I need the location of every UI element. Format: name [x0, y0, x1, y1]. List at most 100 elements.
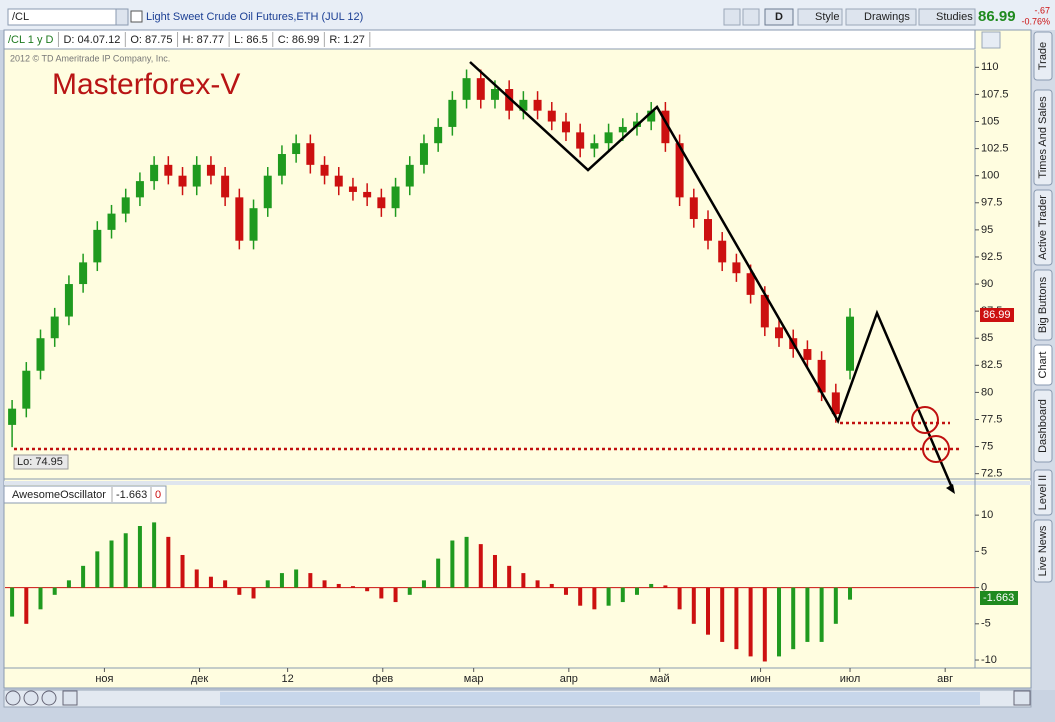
side-tab[interactable]	[1033, 519, 1053, 583]
oscillator-bar	[294, 569, 299, 588]
expand-button[interactable]	[1013, 690, 1031, 706]
oscillator-bar	[478, 544, 483, 588]
candle-body	[462, 78, 471, 100]
candle-body	[689, 197, 698, 220]
candle-body	[135, 181, 144, 198]
candle-body	[746, 273, 755, 295]
button-label[interactable]: Drawings	[864, 11, 910, 23]
y-tick-label: 75	[981, 440, 993, 452]
candle-body	[732, 262, 741, 274]
candle-body	[249, 208, 258, 241]
last-price: 86.99	[978, 8, 1016, 25]
tool-icon[interactable]	[742, 8, 760, 26]
info-cell: D: 04.07.12	[63, 34, 120, 46]
y-tick-label: 5	[981, 545, 987, 557]
oscillator-bar	[123, 533, 128, 588]
side-tab[interactable]	[1033, 469, 1053, 516]
candle-body	[107, 213, 116, 230]
side-tab[interactable]	[1033, 31, 1053, 81]
copyright: 2012 © TD Ameritrade IP Company, Inc.	[10, 53, 170, 63]
candle-body	[277, 154, 286, 176]
side-tab[interactable]	[1033, 389, 1053, 463]
oscillator-bar	[52, 587, 57, 595]
tool-icon[interactable]	[723, 8, 741, 26]
period-label[interactable]: D	[775, 11, 783, 23]
oscillator-bar	[734, 587, 739, 650]
candle-body	[348, 186, 357, 192]
scroll-thumb[interactable]	[220, 692, 980, 705]
oscillator-bar	[535, 580, 540, 588]
value-tag-label: -1.663	[983, 592, 1014, 604]
studies-button[interactable]	[918, 8, 976, 26]
candle-body	[561, 121, 570, 133]
period-button[interactable]	[764, 8, 794, 26]
side-tab-label[interactable]: Active Trader	[1037, 195, 1049, 260]
oscillator-bar	[407, 587, 412, 595]
oscillator-bar	[251, 587, 256, 599]
zoom-out-button[interactable]	[41, 690, 57, 706]
y-tick-label: -5	[981, 618, 991, 630]
oscillator-bar	[450, 540, 455, 588]
info-cell: R: 1.27	[329, 34, 364, 46]
symbol[interactable]: /CL	[12, 11, 29, 23]
x-tick-label: ноя	[95, 673, 113, 685]
y-tick-label: 0	[981, 581, 987, 593]
y-tick-label: 85	[981, 332, 993, 344]
price-tag-label: 86.99	[983, 309, 1011, 321]
oscillator-bar	[95, 551, 100, 588]
style-button[interactable]	[797, 8, 843, 26]
watermark: Masterforex-V	[52, 68, 240, 101]
y-tick-label: 107.5	[981, 88, 1009, 100]
zoom-in-button[interactable]	[23, 690, 39, 706]
y-tick-label: 82.5	[981, 359, 1002, 371]
candle-body	[320, 164, 329, 176]
side-tab-label[interactable]: Big Buttons	[1037, 276, 1049, 333]
oscillator-bar	[677, 587, 682, 610]
side-tab-label[interactable]: Dashboard	[1037, 399, 1049, 453]
side-tab[interactable]	[1033, 189, 1053, 266]
x-tick-label: мар	[464, 673, 484, 685]
fit-button[interactable]	[62, 690, 78, 706]
side-tab-label[interactable]: Chart	[1037, 352, 1049, 379]
change: -.67	[1034, 5, 1050, 15]
settings-button[interactable]	[981, 31, 1001, 49]
pan-button[interactable]	[5, 690, 21, 706]
y-tick-label: 105	[981, 115, 999, 127]
button-label[interactable]: Studies	[936, 11, 973, 23]
side-tab-label[interactable]: Times And Sales	[1037, 96, 1049, 179]
side-tab-label[interactable]: Level II	[1037, 475, 1049, 510]
drawings-button[interactable]	[845, 8, 917, 26]
candle-body	[618, 126, 627, 133]
oscillator-bar	[81, 565, 86, 588]
side-tab[interactable]	[1033, 344, 1053, 386]
side-tab[interactable]	[1033, 89, 1053, 186]
low-label: Lo: 74.95	[17, 456, 63, 468]
symbol-description: Light Sweet Crude Oil Futures,ETH (JUL 1…	[146, 11, 363, 23]
oscillator-bar	[393, 587, 398, 603]
panel-splitter[interactable]	[4, 481, 1031, 485]
x-tick-label: июн	[750, 673, 770, 685]
candle-body	[718, 240, 727, 263]
side-tab-label[interactable]: Trade	[1037, 42, 1049, 70]
symbol-dropdown[interactable]	[115, 8, 129, 26]
candle-body	[221, 175, 230, 198]
arrow-head	[946, 484, 955, 494]
y-tick-label: 80	[981, 386, 993, 398]
oscillator-bar	[223, 580, 228, 588]
candle-body	[817, 359, 826, 393]
oscillator-bar	[336, 583, 341, 588]
oscillator-bar	[137, 526, 142, 588]
candle-body	[803, 349, 812, 360]
candle-body	[363, 191, 372, 198]
oscillator-bar	[322, 580, 327, 588]
oscillator-bar	[833, 587, 838, 624]
x-tick-label: май	[650, 673, 670, 685]
candle-body	[178, 175, 187, 187]
symbol-icon[interactable]	[130, 10, 143, 23]
side-tab-label[interactable]: Live News	[1037, 525, 1049, 576]
oscillator-bar	[634, 587, 639, 595]
side-tab[interactable]	[1033, 269, 1053, 341]
oscillator-bar	[436, 558, 441, 588]
button-label[interactable]: Style	[815, 11, 839, 23]
